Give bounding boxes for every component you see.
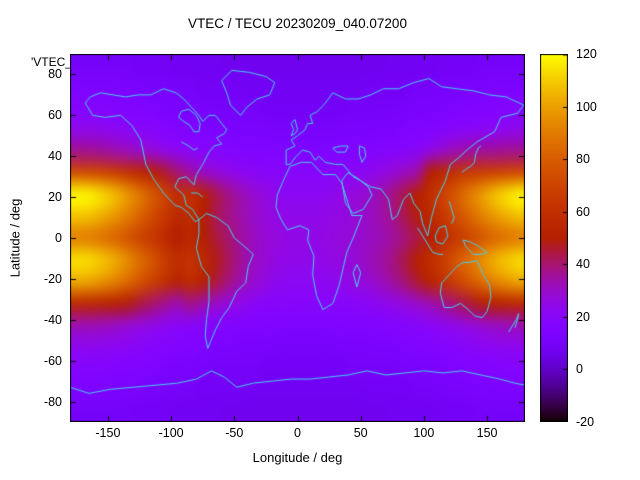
x-tick-label: 50 [353,426,368,440]
y-tick-label: -20 [43,271,62,286]
colorbar-tick-label: -20 [576,415,595,429]
y-tick-label: 60 [48,108,62,123]
y-tick-label: 80 [48,67,62,82]
x-tick-label: -50 [225,426,244,440]
x-tick-label: -100 [158,426,184,440]
colorbar-tick-label: 80 [576,152,590,167]
y-tick-label: -40 [43,312,62,327]
y-tick-label: 0 [55,231,62,245]
colorbar-tick-label: 100 [576,99,597,114]
x-tick-label: -150 [95,426,121,440]
y-tick-label: 40 [48,149,62,164]
y-axis-label: Latitude / deg [7,198,23,278]
colorbar-tick-label: 60 [576,204,590,219]
y-tick-label: -80 [43,394,62,409]
colorbar-tick-label: 0 [576,362,583,377]
heatmap-canvas [70,54,525,422]
x-axis-label: Longitude / deg [252,450,343,465]
x-tick-label: 150 [476,426,498,440]
y-tick-label: -60 [43,353,62,368]
x-tick-label: 0 [294,426,301,440]
x-tick-label: 100 [413,426,435,440]
colorbar-tick-label: 40 [576,257,590,272]
series-key-label: 'VTEC_ [31,55,72,69]
colorbar-tick-label: 20 [576,309,590,324]
colorbar-gradient [540,54,568,422]
y-tick-label: 20 [48,190,62,205]
colorbar-tick-label: 120 [576,47,597,61]
chart-title: VTEC / TECU 20230209_040.07200 [188,16,407,31]
